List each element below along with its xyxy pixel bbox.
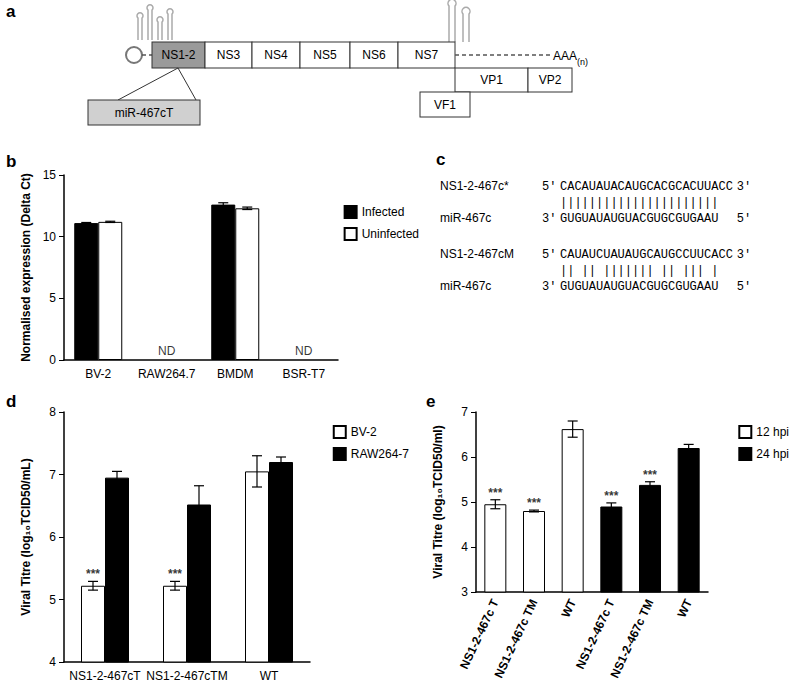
svg-text:10: 10 xyxy=(43,230,57,244)
svg-text:4: 4 xyxy=(49,655,56,669)
html-text:a: a xyxy=(6,2,16,21)
html-text:b: b xyxy=(6,152,17,171)
svg-text:3': 3' xyxy=(737,180,751,194)
svg-text:miR-467c: miR-467c xyxy=(440,211,491,225)
svg-text:7: 7 xyxy=(49,468,56,482)
svg-text:miR-467c: miR-467c xyxy=(440,279,491,293)
svg-text:AAA(n): AAA(n) xyxy=(553,49,588,67)
svg-text:WT: WT xyxy=(674,596,695,619)
svg-text:miR-467cT: miR-467cT xyxy=(115,106,174,120)
svg-text:NS6: NS6 xyxy=(362,48,386,62)
svg-text:7: 7 xyxy=(461,405,468,419)
svg-text:5: 5 xyxy=(461,495,468,509)
svg-text:5: 5 xyxy=(49,291,56,305)
svg-text:NS1-2-467c T: NS1-2-467c T xyxy=(457,596,502,671)
svg-text:Viral Titre (log₁₀TCID50/ml): Viral Titre (log₁₀TCID50/ml) xyxy=(431,425,445,578)
svg-text:Viral Titre (log₁₀TCID50/mL): Viral Titre (log₁₀TCID50/mL) xyxy=(19,458,33,615)
svg-text:RAW264-7: RAW264-7 xyxy=(351,447,410,461)
svg-text:NS1-2-467c T: NS1-2-467c T xyxy=(573,596,618,671)
svg-text:NS1-2-467cM: NS1-2-467cM xyxy=(440,247,514,261)
svg-text:5': 5' xyxy=(542,248,556,262)
svg-text:NS1-2: NS1-2 xyxy=(161,48,195,62)
svg-text:***: *** xyxy=(604,489,618,503)
svg-text:BV-2: BV-2 xyxy=(85,367,111,381)
svg-text:15: 15 xyxy=(43,168,57,182)
svg-text:4: 4 xyxy=(461,540,468,554)
svg-text:NS1-2-467c TM: NS1-2-467c TM xyxy=(608,597,657,680)
svg-text:5: 5 xyxy=(49,593,56,607)
svg-text:6: 6 xyxy=(461,450,468,464)
svg-text:12 hpi: 12 hpi xyxy=(756,425,789,439)
svg-text:RAW264.7: RAW264.7 xyxy=(138,367,196,381)
svg-text:0: 0 xyxy=(49,353,56,367)
svg-text:***: *** xyxy=(86,567,100,581)
svg-text:WT: WT xyxy=(260,669,279,683)
html-text:c: c xyxy=(436,150,446,169)
svg-text:3: 3 xyxy=(461,585,468,599)
svg-text:NS1-2-467cT: NS1-2-467cT xyxy=(69,669,141,683)
svg-text:Infected: Infected xyxy=(362,205,405,219)
svg-text:NS1-2-467c*: NS1-2-467c* xyxy=(440,179,509,193)
svg-text:WT: WT xyxy=(558,596,579,619)
svg-text:NS4: NS4 xyxy=(264,48,288,62)
svg-text:NS1-2-467cTM: NS1-2-467cTM xyxy=(146,669,227,683)
svg-text:***: *** xyxy=(527,496,541,510)
svg-text:|| || ||||||| || ||| |: || || ||||||| || ||| | xyxy=(560,264,718,278)
svg-text:VP2: VP2 xyxy=(539,73,562,87)
svg-text:5': 5' xyxy=(542,180,556,194)
svg-text:NS1-2-467c TM: NS1-2-467c TM xyxy=(492,597,541,680)
svg-text:3': 3' xyxy=(737,248,751,262)
svg-text:Normalised expression (Delta C: Normalised expression (Delta Ct) xyxy=(19,173,33,362)
svg-text:VF1: VF1 xyxy=(434,98,456,112)
svg-text:||||||||||||||||||||||: |||||||||||||||||||||| xyxy=(560,196,718,210)
svg-text:24 hpi: 24 hpi xyxy=(756,447,789,461)
svg-text:CAUAUCUAUAUGCAUGCCUUCACC: CAUAUCUAUAUGCAUGCCUUCACC xyxy=(560,248,733,262)
svg-text:GUGUAUAUGUACGUGCGUGAAU: GUGUAUAUGUACGUGCGUGAAU xyxy=(560,212,718,226)
html-text:d: d xyxy=(6,392,17,411)
svg-text:BV-2: BV-2 xyxy=(351,425,377,439)
svg-text:5': 5' xyxy=(737,212,751,226)
svg-text:CACAUAUACAUGCACGCACUUACC: CACAUAUACAUGCACGCACUUACC xyxy=(560,180,733,194)
svg-text:ND: ND xyxy=(158,344,176,358)
svg-text:NS3: NS3 xyxy=(217,48,241,62)
svg-text:BMDM: BMDM xyxy=(217,367,254,381)
html-text:e: e xyxy=(426,392,436,411)
svg-text:GUGUAUAUGUACGUGCGUGAAU: GUGUAUAUGUACGUGCGUGAAU xyxy=(560,280,718,294)
svg-text:3': 3' xyxy=(542,280,556,294)
svg-text:ND: ND xyxy=(295,344,313,358)
svg-text:NS5: NS5 xyxy=(313,48,337,62)
svg-text:BSR-T7: BSR-T7 xyxy=(282,367,325,381)
svg-text:3': 3' xyxy=(542,212,556,226)
svg-text:***: *** xyxy=(168,567,182,581)
svg-text:VP1: VP1 xyxy=(480,73,503,87)
svg-text:6: 6 xyxy=(49,530,56,544)
svg-text:NS7: NS7 xyxy=(415,48,439,62)
svg-text:***: *** xyxy=(488,486,502,500)
svg-text:5': 5' xyxy=(737,280,751,294)
svg-text:8: 8 xyxy=(49,405,56,419)
svg-text:Uninfected: Uninfected xyxy=(362,227,419,241)
svg-text:***: *** xyxy=(643,468,657,482)
